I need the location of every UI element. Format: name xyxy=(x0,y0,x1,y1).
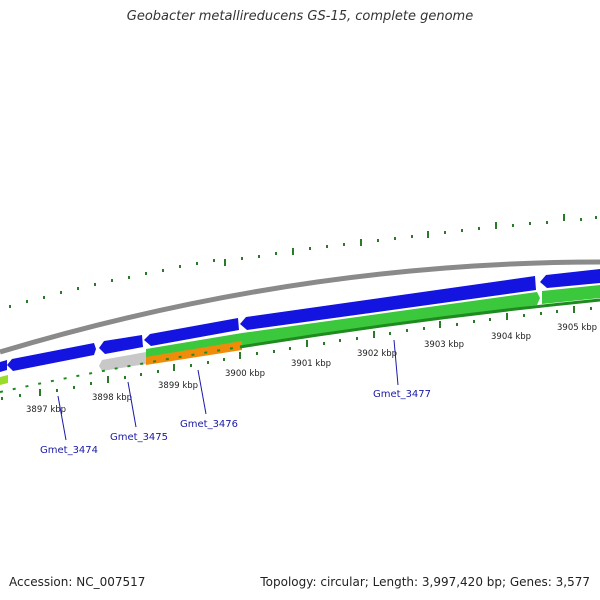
scale-label: 3899 kbp xyxy=(158,381,198,391)
gene-labels: Gmet_3474 Gmet_3475 Gmet_3476 Gmet_3477 xyxy=(40,389,431,456)
gene-label-lines xyxy=(57,339,399,441)
gene-label-gmet-3476[interactable]: Gmet_3476 xyxy=(180,419,238,430)
gene-arrow[interactable] xyxy=(0,360,7,372)
gene-arrow[interactable] xyxy=(240,276,536,330)
scale-label: 3902 kbp xyxy=(357,349,397,359)
scale-label: 3900 kbp xyxy=(225,369,265,379)
gene-arrow[interactable] xyxy=(99,335,143,354)
gene-label-gmet-3477[interactable]: Gmet_3477 xyxy=(373,389,431,400)
scale-label: 3898 kbp xyxy=(92,393,132,403)
genome-title: Geobacter metallireducens GS-15, complet… xyxy=(126,9,474,24)
gene-arrow[interactable] xyxy=(542,285,600,304)
gene-label-gmet-3474[interactable]: Gmet_3474 xyxy=(40,445,98,456)
gene-arrow[interactable] xyxy=(7,343,96,371)
gene-arrow[interactable] xyxy=(146,333,242,357)
gene-arrow[interactable] xyxy=(540,269,600,288)
scale-labels: 3897 kbp 3898 kbp 3899 kbp 3900 kbp 3901… xyxy=(26,323,597,415)
inner-scale-ticks xyxy=(1,306,592,400)
gene-arrow[interactable] xyxy=(144,318,239,346)
reverse-strand-genes xyxy=(0,285,600,385)
gene-arrow-pseudo[interactable] xyxy=(99,352,146,371)
scale-label: 3901 kbp xyxy=(291,359,331,369)
scale-label: 3903 kbp xyxy=(424,340,464,350)
outer-tick-ring xyxy=(9,214,597,308)
gene-arrow[interactable] xyxy=(242,292,540,347)
scale-label: 3897 kbp xyxy=(26,405,66,415)
genome-summary-text: Topology: circular; Length: 3,997,420 bp… xyxy=(260,575,590,589)
scale-label: 3904 kbp xyxy=(491,332,531,342)
gene-label-gmet-3475[interactable]: Gmet_3475 xyxy=(110,432,168,443)
scale-label: 3905 kbp xyxy=(557,323,597,333)
forward-strand-genes xyxy=(0,269,600,372)
inner-ring-line xyxy=(239,298,600,349)
accession-text: Accession: NC_007517 xyxy=(9,575,146,589)
gene-arrow-yellow[interactable] xyxy=(0,375,8,385)
genome-backbone xyxy=(0,259,600,355)
gene-arrow-orange[interactable] xyxy=(146,340,242,365)
